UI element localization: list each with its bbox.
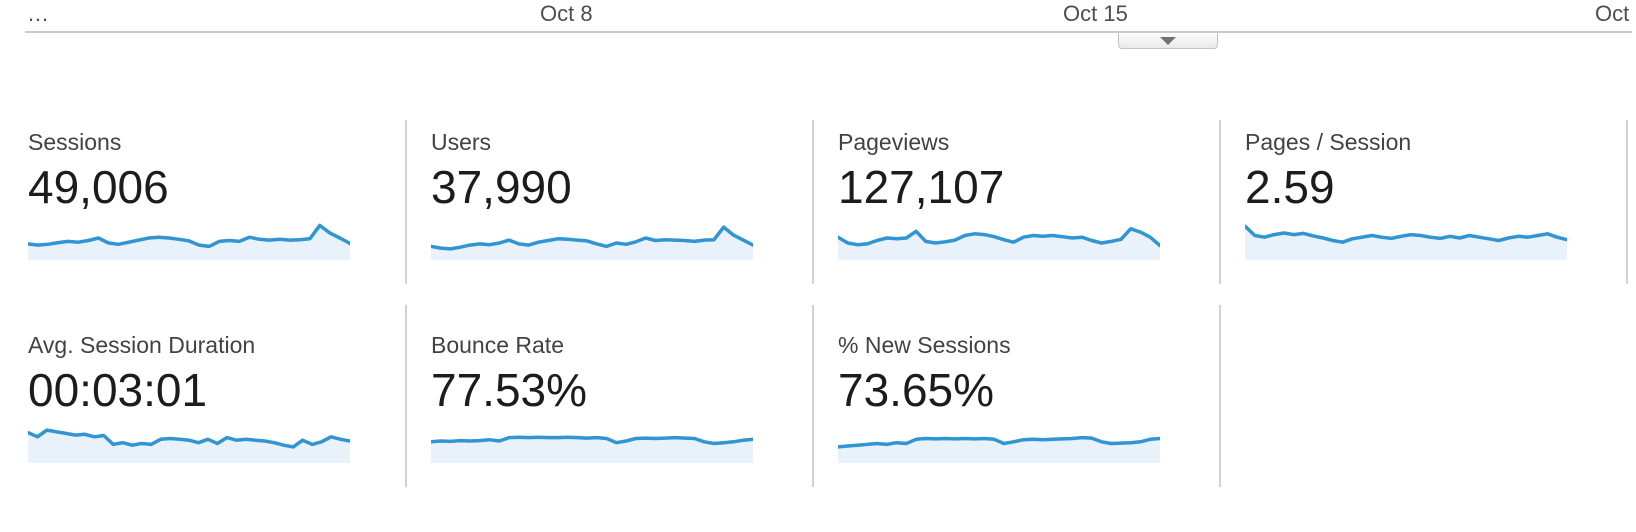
metric-sparkline	[28, 223, 350, 260]
timeline-tick-oct15: Oct 15	[1063, 1, 1128, 26]
chevron-down-icon	[1160, 36, 1176, 45]
metric-value: 77.53%	[431, 364, 588, 416]
metric-card-sessions[interactable]: Sessions 49,006	[0, 120, 405, 284]
metric-value: 49,006	[28, 161, 169, 213]
timeline-tick-oct8: Oct 8	[540, 1, 593, 26]
metric-value: 73.65%	[838, 364, 995, 416]
metric-sparkline	[28, 428, 350, 463]
metric-value: 2.59	[1245, 161, 1335, 213]
metric-card-pages-session[interactable]: Pages / Session 2.59	[1219, 120, 1628, 284]
timeline-label-overflow: …	[27, 1, 49, 26]
metrics-row-1: Sessions 49,006 Users 37,990 Pageviews 1…	[0, 120, 1628, 284]
metric-sparkline	[431, 435, 753, 463]
timeline-tick-oct22-clipped: Oct 2	[1595, 1, 1636, 26]
metric-sparkline	[838, 227, 1160, 260]
metric-sparkline	[1245, 224, 1567, 260]
metric-card-new-sessions[interactable]: % New Sessions 73.65%	[812, 305, 1219, 487]
metric-value: 00:03:01	[28, 364, 208, 416]
metric-label: Sessions	[28, 129, 122, 155]
metric-label: % New Sessions	[838, 332, 1011, 358]
timeline-collapse-handle[interactable]	[1118, 33, 1218, 49]
metric-label: Avg. Session Duration	[28, 332, 256, 358]
metric-label: Pages / Session	[1245, 129, 1412, 155]
metrics-row-2: Avg. Session Duration 00:03:01 Bounce Ra…	[0, 305, 1626, 487]
metric-sparkline	[838, 435, 1160, 463]
metric-label: Pageviews	[838, 129, 950, 155]
timeline-axis-line	[25, 31, 1632, 33]
empty-metric-cell	[1219, 305, 1626, 487]
metric-card-bounce-rate[interactable]: Bounce Rate 77.53%	[405, 305, 812, 487]
metric-card-avg-session-duration[interactable]: Avg. Session Duration 00:03:01	[0, 305, 405, 487]
metric-card-pageviews[interactable]: Pageviews 127,107	[812, 120, 1219, 284]
metric-sparkline	[431, 225, 753, 260]
metric-label: Bounce Rate	[431, 332, 564, 358]
metric-value: 127,107	[838, 161, 1005, 213]
metric-card-users[interactable]: Users 37,990	[405, 120, 812, 284]
metric-label: Users	[431, 129, 492, 155]
metric-value: 37,990	[431, 161, 572, 213]
timeline-axis: … Oct 8 Oct 15 Oct 2	[0, 0, 1636, 56]
